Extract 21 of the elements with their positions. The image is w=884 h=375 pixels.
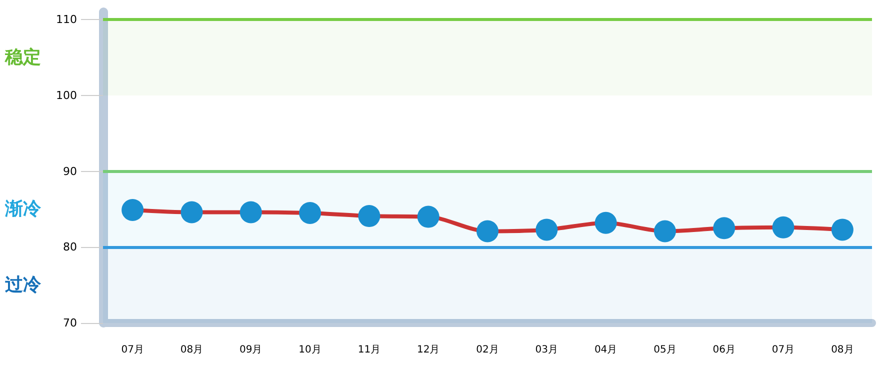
x-tick-label: 06月	[712, 344, 736, 356]
x-tick-label: 08月	[831, 344, 854, 356]
band-label: 渐冷	[4, 198, 42, 220]
y-tick-label: 70	[63, 316, 77, 330]
x-tick-label: 10月	[298, 344, 322, 356]
x-tick-label: 04月	[594, 344, 618, 356]
x-tick-label: 12月	[416, 344, 440, 356]
x-tick-label: 07月	[121, 344, 144, 356]
y-tick-label: 100	[56, 88, 77, 102]
y-tick-label: 110	[56, 13, 77, 26]
x-tick-label: 02月	[476, 344, 499, 356]
band-label: 过冷	[4, 274, 42, 296]
x-tick-label: 03月	[535, 344, 558, 356]
band-label: 稳定	[4, 47, 41, 68]
x-tick-label: 09月	[240, 344, 262, 356]
y-tick-label: 90	[63, 164, 77, 178]
y-tick-label: 80	[63, 240, 77, 254]
x-tick-label: 07月	[772, 344, 795, 356]
x-tick-label: 08月	[180, 344, 204, 356]
x-tick-label: 05月	[654, 344, 676, 356]
x-tick-label: 11月	[358, 344, 381, 356]
